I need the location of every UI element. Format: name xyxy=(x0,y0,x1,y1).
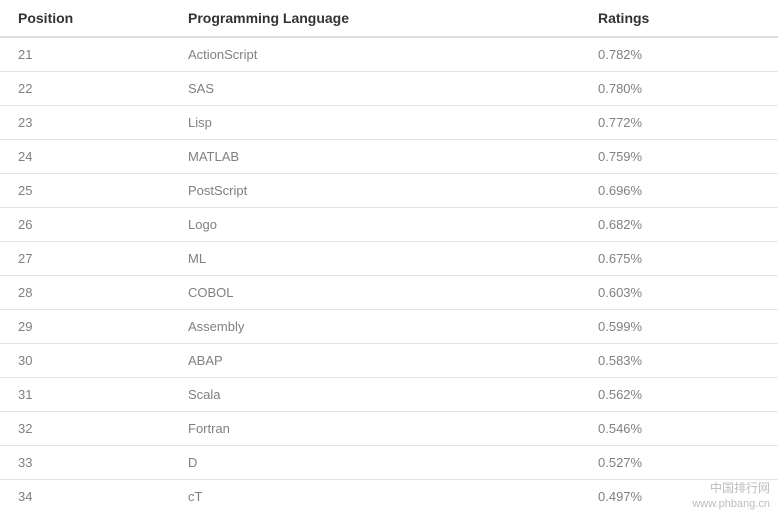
watermark-cn: 中国排行网 xyxy=(692,481,770,497)
table-row: 28COBOL0.603% xyxy=(0,276,778,310)
cell-ratings: 0.682% xyxy=(580,208,778,242)
table-row: 27ML0.675% xyxy=(0,242,778,276)
cell-position: 24 xyxy=(0,140,170,174)
cell-language: Logo xyxy=(170,208,580,242)
cell-language: Assembly xyxy=(170,310,580,344)
cell-language: cT xyxy=(170,480,580,514)
watermark-url: www.phbang.cn xyxy=(692,497,770,511)
table-row: 26Logo0.682% xyxy=(0,208,778,242)
column-header-language: Programming Language xyxy=(170,0,580,37)
cell-ratings: 0.759% xyxy=(580,140,778,174)
cell-language: D xyxy=(170,446,580,480)
cell-position: 21 xyxy=(0,37,170,72)
table-row: 31Scala0.562% xyxy=(0,378,778,412)
cell-position: 28 xyxy=(0,276,170,310)
column-header-position: Position xyxy=(0,0,170,37)
cell-position: 23 xyxy=(0,106,170,140)
table-body: 21ActionScript0.782%22SAS0.780%23Lisp0.7… xyxy=(0,37,778,513)
cell-ratings: 0.675% xyxy=(580,242,778,276)
language-ratings-table: Position Programming Language Ratings 21… xyxy=(0,0,778,513)
cell-ratings: 0.780% xyxy=(580,72,778,106)
cell-position: 33 xyxy=(0,446,170,480)
table-row: 24MATLAB0.759% xyxy=(0,140,778,174)
cell-ratings: 0.599% xyxy=(580,310,778,344)
cell-position: 31 xyxy=(0,378,170,412)
column-header-ratings: Ratings xyxy=(580,0,778,37)
cell-language: ABAP xyxy=(170,344,580,378)
cell-ratings: 0.782% xyxy=(580,37,778,72)
cell-language: MATLAB xyxy=(170,140,580,174)
table-row: 23Lisp0.772% xyxy=(0,106,778,140)
cell-ratings: 0.562% xyxy=(580,378,778,412)
cell-language: ActionScript xyxy=(170,37,580,72)
table-row: 29Assembly0.599% xyxy=(0,310,778,344)
cell-language: COBOL xyxy=(170,276,580,310)
table-row: 22SAS0.780% xyxy=(0,72,778,106)
table-header-row: Position Programming Language Ratings xyxy=(0,0,778,37)
cell-language: Fortran xyxy=(170,412,580,446)
table-row: 21ActionScript0.782% xyxy=(0,37,778,72)
cell-ratings: 0.583% xyxy=(580,344,778,378)
cell-position: 29 xyxy=(0,310,170,344)
cell-ratings: 0.527% xyxy=(580,446,778,480)
cell-language: SAS xyxy=(170,72,580,106)
table-row: 34cT0.497% xyxy=(0,480,778,514)
cell-language: PostScript xyxy=(170,174,580,208)
cell-language: ML xyxy=(170,242,580,276)
cell-ratings: 0.546% xyxy=(580,412,778,446)
table-row: 25PostScript0.696% xyxy=(0,174,778,208)
watermark: 中国排行网 www.phbang.cn xyxy=(692,481,770,511)
cell-language: Scala xyxy=(170,378,580,412)
cell-position: 22 xyxy=(0,72,170,106)
cell-language: Lisp xyxy=(170,106,580,140)
cell-position: 30 xyxy=(0,344,170,378)
cell-position: 25 xyxy=(0,174,170,208)
table-row: 32Fortran0.546% xyxy=(0,412,778,446)
cell-ratings: 0.772% xyxy=(580,106,778,140)
table-row: 30ABAP0.583% xyxy=(0,344,778,378)
cell-position: 26 xyxy=(0,208,170,242)
cell-position: 27 xyxy=(0,242,170,276)
cell-ratings: 0.603% xyxy=(580,276,778,310)
cell-ratings: 0.696% xyxy=(580,174,778,208)
table-row: 33D0.527% xyxy=(0,446,778,480)
cell-position: 34 xyxy=(0,480,170,514)
cell-position: 32 xyxy=(0,412,170,446)
